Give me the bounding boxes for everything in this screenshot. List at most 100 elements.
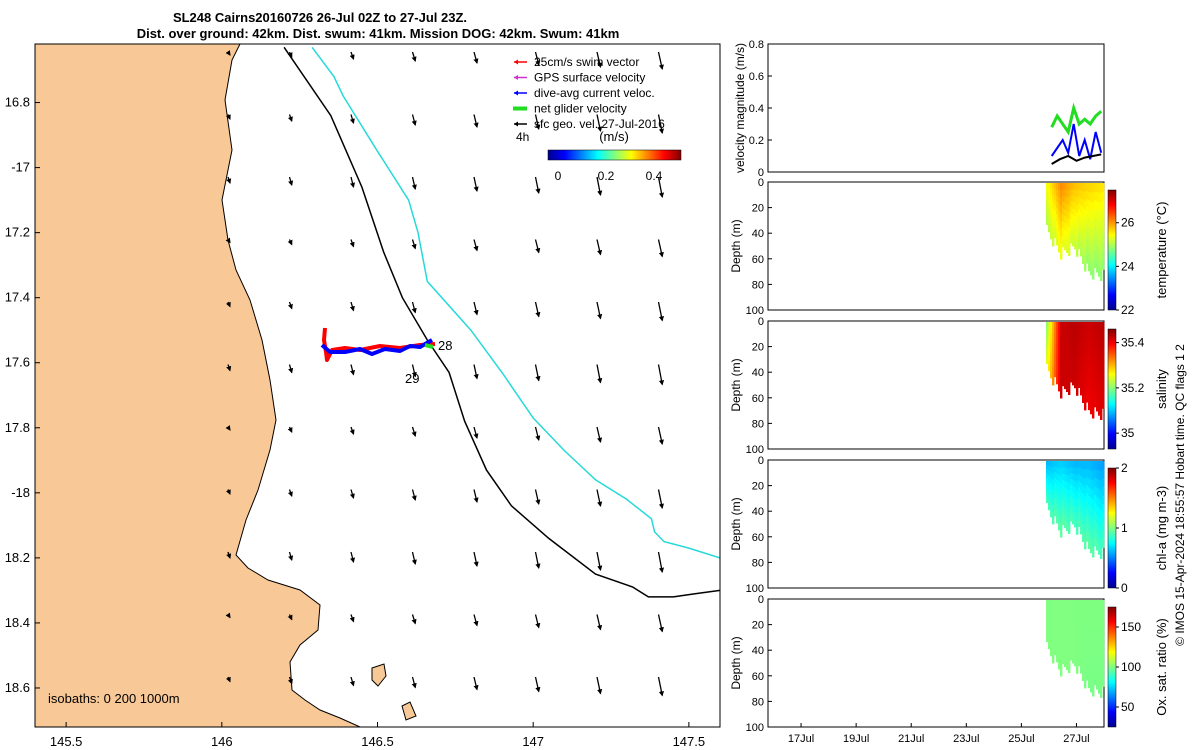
depth-colorbar <box>1107 189 1117 311</box>
curtain-cell <box>1074 341 1077 349</box>
curtain-cell <box>1064 461 1067 469</box>
curtain-cell <box>1082 493 1085 502</box>
curtain-cell <box>1088 244 1091 254</box>
curtain-cell <box>1082 191 1085 200</box>
curtain-cell <box>1046 326 1049 331</box>
curtain-cell <box>1082 640 1085 649</box>
curtain-cell <box>1094 242 1097 252</box>
curtain-cell <box>1102 234 1105 244</box>
curtain-cell <box>1088 469 1091 479</box>
curtain-cell <box>1082 477 1085 486</box>
curtain-cell <box>1070 201 1073 208</box>
curtain-cell <box>1060 529 1063 538</box>
curtain-cell <box>1102 486 1105 496</box>
sfc-geo-arrow <box>596 551 603 572</box>
sfc-geo-arrow <box>287 114 293 122</box>
curtain-cell <box>1046 616 1049 622</box>
curtain-cell <box>1046 338 1049 344</box>
curtain-cell <box>1082 247 1085 256</box>
curtain-cell <box>1078 341 1081 349</box>
curtain-cell <box>1086 362 1089 371</box>
sfc-geo-arrow <box>411 426 417 437</box>
curtain-cell <box>1090 506 1093 517</box>
curtain-cell <box>1066 607 1069 615</box>
colorbar-tick-label: 100 <box>1121 660 1141 674</box>
curtain-cell <box>1100 480 1103 491</box>
curtain-cell <box>1072 340 1075 348</box>
curtain-cell <box>1078 600 1081 607</box>
curtain-cell <box>1090 228 1093 239</box>
curtain-cell <box>1100 231 1103 242</box>
sfc-geo-arrow <box>349 426 355 435</box>
curtain-cell <box>1054 221 1057 228</box>
curtain-cell <box>1080 461 1083 469</box>
curtain-cell <box>1056 377 1059 385</box>
time-tick-label: 25Jul <box>1008 733 1034 745</box>
curtain-cell <box>1076 505 1079 513</box>
curtain-cell <box>1068 504 1071 513</box>
curtain-cell <box>1098 183 1101 193</box>
curtain-cell <box>1048 192 1051 198</box>
curtain-cell <box>1074 368 1077 376</box>
curtain-cell <box>1058 488 1061 496</box>
curtain-cell <box>1098 637 1101 647</box>
curtain-cell <box>1096 671 1099 681</box>
velocity-series <box>1050 102 1103 165</box>
curtain-cell <box>1100 648 1103 659</box>
curtain-cell <box>1060 521 1063 530</box>
curtain-cell <box>1076 190 1079 198</box>
sfc-geo-arrow <box>534 239 541 254</box>
curtain-cell <box>1088 513 1091 523</box>
curtain-cell <box>1066 474 1069 483</box>
curtain-cell <box>1066 495 1069 504</box>
curtain-cell <box>1078 632 1081 640</box>
depth-tick-label: 0 <box>758 594 764 606</box>
sfc-geo-arrow <box>225 676 231 683</box>
curtain-cell <box>1060 476 1063 485</box>
curtain-cell <box>1048 500 1051 506</box>
curtain-cell <box>1048 609 1051 615</box>
curtain-cell <box>1048 222 1051 228</box>
curtain-cell <box>1094 495 1097 504</box>
sfc-geo-arrow <box>349 176 356 189</box>
curtain-cell <box>1094 512 1097 521</box>
curtain-cell <box>1084 191 1087 201</box>
curtain-cell <box>1046 486 1049 491</box>
curtain-cell <box>1070 376 1073 383</box>
curtain-cell <box>1090 265 1093 276</box>
curtain-cell <box>1090 358 1093 369</box>
curtain-cell <box>1062 467 1065 475</box>
depth-tick-label: 40 <box>752 506 764 518</box>
velocity-series-line <box>1050 102 1103 136</box>
curtain-cell <box>1086 338 1089 347</box>
curtain-cell <box>1054 333 1057 339</box>
curtain-cell <box>1068 643 1071 652</box>
sfc-geo-arrow <box>657 551 665 574</box>
map-y-tick-label: 18.4 <box>5 615 30 630</box>
colorbar-tick-label: 50 <box>1121 700 1135 714</box>
curtain-cell <box>1048 341 1051 347</box>
sfc-geo-arrow <box>288 176 294 187</box>
curtain-cell <box>1098 201 1101 212</box>
depth-ylabel: Depth (m) <box>729 219 743 272</box>
curtain-cell <box>1060 360 1063 369</box>
curtain-cell <box>1086 183 1089 192</box>
legend-label: 25cm/s swim vector <box>534 55 639 69</box>
sfc-geo-arrow <box>596 114 603 133</box>
curtain-cell <box>1096 505 1099 515</box>
curtain-cell <box>1046 359 1049 364</box>
curtain-cell <box>1100 500 1103 511</box>
velocity-axes <box>767 43 1105 173</box>
curtain-cell <box>1074 606 1077 614</box>
curtain-cell <box>1078 196 1081 204</box>
curtain-cell <box>1066 349 1069 358</box>
curtain-cell <box>1086 525 1089 534</box>
curtain-cell <box>1058 509 1061 517</box>
curtain-cell <box>1074 613 1077 621</box>
map-y-tick-label: 17.6 <box>5 355 30 370</box>
curtain-cell <box>1072 473 1075 481</box>
curtain-cell <box>1078 367 1081 375</box>
curtain-cell <box>1096 653 1099 663</box>
curtain-cell <box>1084 487 1087 497</box>
curtain-cell <box>1090 404 1093 415</box>
